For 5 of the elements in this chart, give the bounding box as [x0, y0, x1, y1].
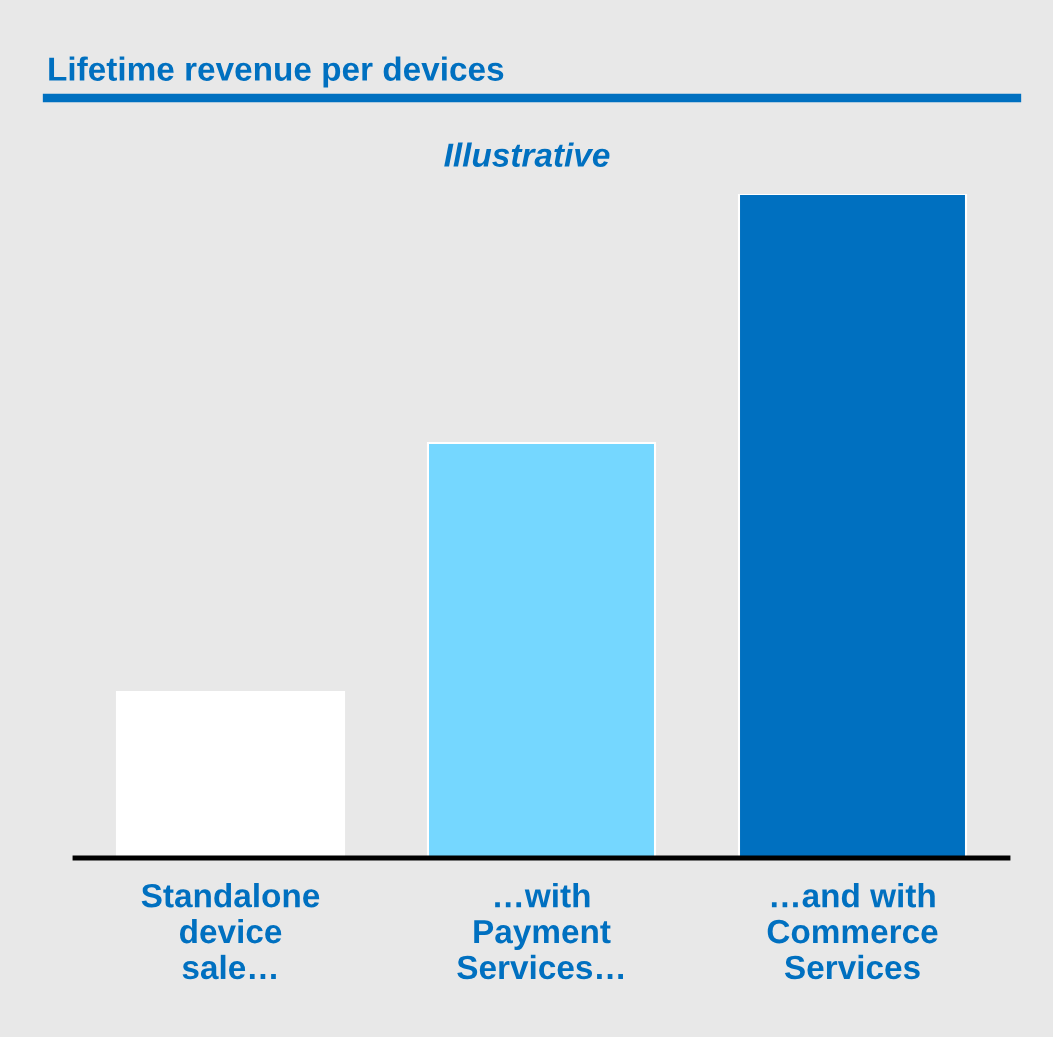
chart-subtitle: Illustrative [444, 142, 610, 167]
x-tick-label: …with Payment Services… [457, 883, 623, 980]
x-tick-label: …and with Commerce Services [767, 883, 938, 980]
x-tick-label: Standalone device sale… [141, 883, 320, 980]
chart-title: Lifetime revenue per devices [49, 56, 504, 88]
